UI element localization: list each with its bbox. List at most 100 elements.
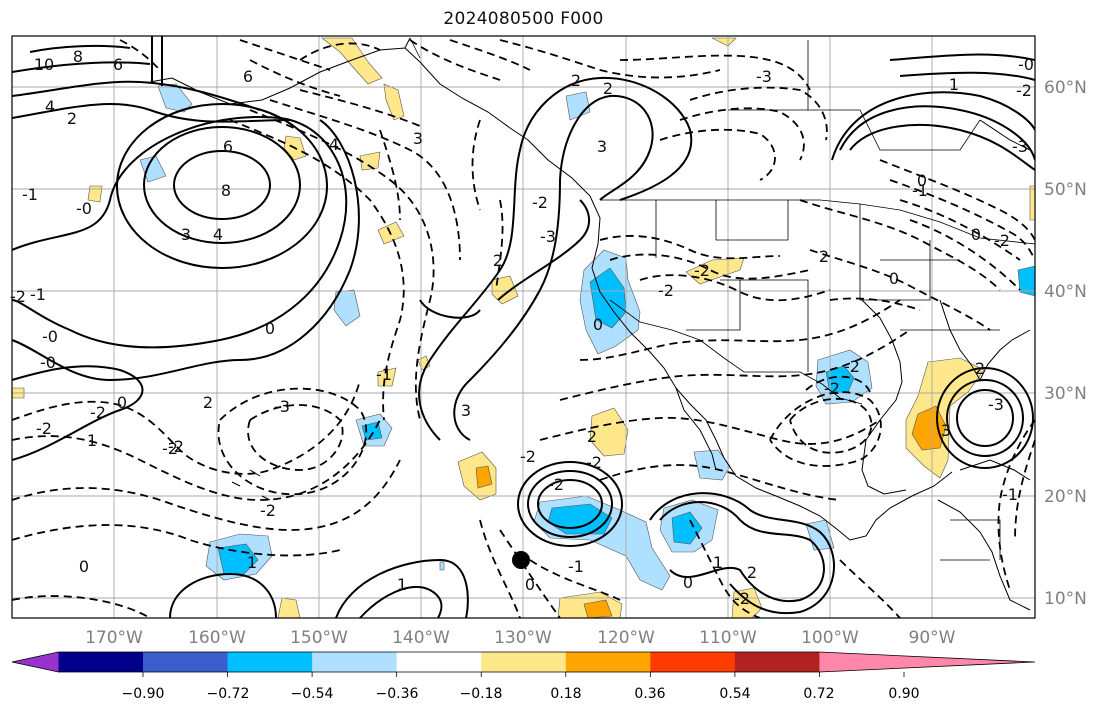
lat-label-50n: 50°N bbox=[1044, 180, 1087, 200]
contour-label: -2 bbox=[548, 475, 564, 494]
contour-label: -2 bbox=[994, 231, 1010, 250]
contour-label: -1 bbox=[22, 185, 38, 204]
colorbar-segment bbox=[481, 652, 567, 672]
colorbar-segment bbox=[312, 652, 398, 672]
contour-label: 3 bbox=[941, 421, 951, 440]
colorbar-extend-low bbox=[12, 652, 59, 672]
contour-label: 2 bbox=[975, 359, 985, 378]
contour-label: 0 bbox=[265, 319, 275, 338]
colorbar-tick-label: 0.90 bbox=[888, 686, 919, 702]
contour-label: -2 bbox=[694, 261, 710, 280]
colorbar-segment bbox=[565, 652, 651, 672]
contour-label: -2 bbox=[734, 589, 750, 608]
contour-label: 3 bbox=[181, 225, 191, 244]
colorbar-tick-label: 0.36 bbox=[634, 686, 665, 702]
contour-label: -0 bbox=[42, 327, 58, 346]
colorbar-tick-label: −0.72 bbox=[207, 686, 250, 702]
contour-label: 0 bbox=[683, 573, 693, 592]
contour-label: -2 bbox=[824, 379, 840, 398]
contour-label: 4 bbox=[213, 225, 223, 244]
map-panel bbox=[12, 36, 1035, 618]
colorbar-segment bbox=[396, 652, 482, 672]
contour-label: -1 bbox=[30, 285, 46, 304]
contour-label: 2 bbox=[493, 251, 503, 270]
contour-label: -0 bbox=[40, 353, 56, 372]
lon-label-110w: 110°W bbox=[699, 628, 757, 648]
contour-label: -2 bbox=[844, 357, 860, 376]
contour-label: 3 bbox=[461, 401, 471, 420]
contour-label: -2 bbox=[260, 501, 276, 520]
contour-label: -0 bbox=[1018, 55, 1034, 74]
contour-label: 6 bbox=[243, 67, 253, 86]
contour-label: 0 bbox=[917, 171, 927, 190]
contour-label: 0 bbox=[525, 575, 535, 594]
colorbar-tick-label: 0.72 bbox=[803, 686, 834, 702]
contour-label: -1 bbox=[568, 557, 584, 576]
contour-label: 3 bbox=[413, 129, 423, 148]
contour-label: 0 bbox=[889, 269, 899, 288]
contour-label: -1 bbox=[376, 365, 392, 384]
contour-label: 0 bbox=[79, 557, 89, 576]
contour-label: -1 bbox=[1002, 485, 1018, 504]
contour-label: 2 bbox=[747, 563, 757, 582]
colorbar-tick-label: −0.18 bbox=[460, 686, 503, 702]
storm-center-marker bbox=[512, 551, 530, 569]
longitude-labels: 170°W 160°W 150°W 140°W 130°W 120°W 110°… bbox=[85, 628, 956, 648]
lat-label-10n: 10°N bbox=[1044, 589, 1087, 609]
contour-label: -2 bbox=[532, 193, 548, 212]
contour-label: 2 bbox=[203, 393, 213, 412]
lon-label-100w: 100°W bbox=[801, 628, 859, 648]
lat-label-60n: 60°N bbox=[1044, 78, 1087, 98]
contour-label: -2 bbox=[520, 447, 536, 466]
map-title: 2024080500 F000 bbox=[443, 9, 604, 29]
contour-label: 2 bbox=[587, 427, 597, 446]
colorbar-extend-high bbox=[819, 652, 1035, 672]
lat-label-30n: 30°N bbox=[1044, 384, 1087, 404]
contour-label: -3 bbox=[274, 397, 290, 416]
contour-label: 2 bbox=[67, 109, 77, 128]
contour-label: 2 bbox=[603, 79, 613, 98]
lat-label-20n: 20°N bbox=[1044, 487, 1087, 507]
colorbar-tick-label: −0.36 bbox=[376, 686, 419, 702]
contour-label: 6 bbox=[113, 55, 123, 74]
contour-label: 6 bbox=[223, 137, 233, 156]
contour-label: -2 bbox=[10, 287, 26, 306]
contour-label: -2 bbox=[168, 437, 184, 456]
contour-label: -1 bbox=[912, 181, 928, 200]
contour-label: -2 bbox=[36, 419, 52, 438]
lon-label-130w: 130°W bbox=[494, 628, 552, 648]
contour-label: -2 bbox=[586, 453, 602, 472]
colorbar-tick-labels: −0.90 −0.72 −0.54 −0.36 −0.18 0.18 0.36 … bbox=[122, 686, 920, 702]
colorbar-tick-label: 0.54 bbox=[719, 686, 750, 702]
lon-label-160w: 160°W bbox=[188, 628, 246, 648]
contour-label: -0 bbox=[76, 199, 92, 218]
contour-label: 1 bbox=[713, 553, 723, 572]
lon-label-120w: 120°W bbox=[597, 628, 655, 648]
contour-label: -2 bbox=[90, 403, 106, 422]
contour-label: -2 bbox=[658, 281, 674, 300]
contour-label: -3 bbox=[1012, 137, 1028, 156]
contour-label: 10 bbox=[34, 55, 54, 74]
lat-label-40n: 40°N bbox=[1044, 282, 1087, 302]
colorbar-tick-label: 0.18 bbox=[550, 686, 581, 702]
contour-label: 8 bbox=[73, 47, 83, 66]
map-frame bbox=[11, 35, 1036, 619]
gridlines bbox=[12, 36, 1035, 618]
colorbar-segment bbox=[227, 652, 313, 672]
contour-label: 8 bbox=[221, 181, 231, 200]
lon-label-150w: 150°W bbox=[290, 628, 348, 648]
colorbar-segment bbox=[58, 652, 144, 672]
contour-label: 2 bbox=[819, 247, 829, 266]
contour-label: 2 bbox=[571, 71, 581, 90]
coastlines bbox=[149, 37, 1031, 611]
contour-label: 1 bbox=[397, 575, 407, 594]
colorbar-tick-label: −0.54 bbox=[291, 686, 334, 702]
dashed-contours bbox=[12, 39, 1035, 618]
contour-label: 3 bbox=[597, 137, 607, 156]
colorbar-segment bbox=[143, 652, 229, 672]
country-borders bbox=[409, 37, 1035, 561]
contour-label: 4 bbox=[45, 97, 55, 116]
solid-contours bbox=[12, 36, 1035, 618]
